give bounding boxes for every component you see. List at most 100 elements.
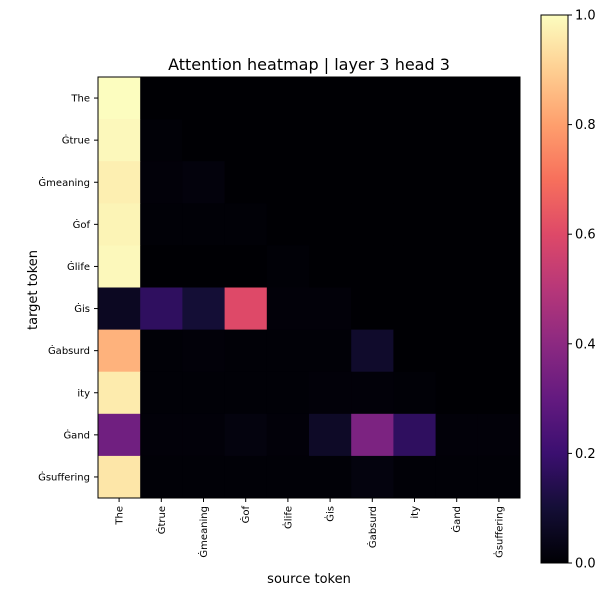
y-axis-ticks: The Ġtrue Ġmeaning Ġof Ġlife Ġis Ġabsurd ity Ġan… (38, 94, 98, 483)
heatmap-cell (140, 413, 183, 457)
heatmap-cell (140, 203, 183, 246)
heatmap-cell (224, 119, 268, 162)
heatmap-cell (393, 329, 437, 373)
heatmap-cell (393, 203, 437, 246)
heatmap-cell (351, 77, 394, 120)
heatmap-cell (477, 287, 521, 331)
heatmap-cell (266, 161, 310, 204)
heatmap-cell (309, 161, 352, 204)
heatmap-cell (393, 455, 437, 499)
heatmap-cell (477, 119, 521, 162)
colorbar-tick-label: 0.4 (575, 337, 596, 352)
heatmap-cell (351, 203, 394, 246)
heatmap-cell (224, 161, 268, 204)
heatmap-cell (477, 371, 521, 415)
heatmap-cell (351, 455, 394, 499)
heatmap-cell (266, 119, 310, 162)
heatmap-cell (309, 287, 352, 331)
heatmap-cell (435, 329, 479, 373)
heatmap-cell (224, 77, 268, 120)
heatmap-cell (477, 245, 521, 288)
heatmap-cell (98, 203, 141, 246)
heatmap-cell (98, 77, 141, 120)
heatmap-cell (98, 119, 141, 162)
x-tick-label: The (115, 506, 126, 526)
heatmap-cell (182, 77, 226, 120)
heatmap-cell (182, 287, 226, 331)
heatmap-cell (351, 287, 394, 331)
chart-title: Attention heatmap | layer 3 head 3 (168, 55, 450, 74)
heatmap-cell (140, 119, 183, 162)
y-axis-label: target token (26, 250, 41, 330)
heatmap-cell (435, 77, 479, 120)
heatmap-cell (98, 161, 141, 204)
heatmap-cell (182, 119, 226, 162)
heatmap-cell (266, 245, 310, 288)
y-tick-label: Ġmeaning (38, 176, 90, 189)
heatmap-cell (309, 413, 352, 457)
heatmap-cell (393, 413, 437, 457)
heatmap-cell (309, 329, 352, 373)
heatmap-cell (140, 371, 183, 415)
heatmap-cell (393, 287, 437, 331)
y-tick-label: The (70, 94, 90, 105)
heatmap-cell (477, 329, 521, 373)
heatmap-cell (224, 329, 268, 373)
x-tick-label: ity (410, 506, 421, 519)
heatmap-cell (393, 77, 437, 120)
heatmap-cell (266, 455, 310, 499)
y-tick-label: ity (77, 388, 90, 399)
colorbar-tick-label: 0.0 (575, 557, 596, 572)
x-axis-label: source token (267, 572, 351, 587)
x-tick-label: Ġsuffering (492, 506, 505, 558)
colorbar-tick-label: 1.0 (575, 9, 596, 24)
heatmap-cell (266, 329, 310, 373)
heatmap-cell (477, 413, 521, 457)
y-tick-label: Ġsuffering (38, 470, 90, 483)
heatmap-cell (224, 455, 268, 499)
heatmap-cell (309, 203, 352, 246)
x-tick-label: Ġof (239, 506, 252, 524)
colorbar-tick-label: 0.6 (575, 228, 596, 243)
heatmap-cell (393, 161, 437, 204)
heatmap-cell (98, 413, 141, 457)
heatmap-cell (140, 287, 183, 331)
heatmap-cell (140, 77, 183, 120)
colorbar-tick-label: 0.8 (575, 118, 596, 133)
heatmap-cell (435, 245, 479, 288)
colorbar-tick-label: 0.2 (575, 447, 596, 462)
heatmap-cell (435, 287, 479, 331)
heatmap-cell (224, 287, 268, 331)
x-tick-label: Ġtrue (155, 506, 168, 534)
heatmap-cell (182, 245, 226, 288)
x-tick-label: Ġlife (281, 506, 294, 529)
heatmap-cell (309, 77, 352, 120)
heatmap-cell (140, 329, 183, 373)
x-tick-label: Ġis (324, 506, 337, 522)
heatmap-cell (182, 203, 226, 246)
heatmap-cell (477, 455, 521, 499)
heatmap-cell (435, 371, 479, 415)
y-tick-label: Ġlife (67, 260, 90, 273)
heatmap-cell (98, 455, 141, 499)
heatmap-cell (140, 455, 183, 499)
y-tick-label: Ġof (73, 218, 91, 231)
heatmap-cell (140, 245, 183, 288)
colorbar-ticks: 0.0 0.2 0.4 0.6 0.8 1.0 (568, 9, 596, 572)
y-tick-label: Ġand (63, 428, 90, 441)
heatmap-cell (98, 245, 141, 288)
heatmap-cell (393, 245, 437, 288)
heatmap-cell (182, 161, 226, 204)
heatmap-cell (435, 161, 479, 204)
heatmap-cell (351, 245, 394, 288)
colorbar (540, 14, 569, 564)
heatmap-cell (182, 455, 226, 499)
heatmap-cell (98, 371, 141, 415)
heatmap-cell (266, 77, 310, 120)
heatmap-cell (393, 371, 437, 415)
heatmap-cell (182, 329, 226, 373)
heatmap-cell (224, 245, 268, 288)
heatmap-cell (477, 203, 521, 246)
heatmap-cell (266, 371, 310, 415)
